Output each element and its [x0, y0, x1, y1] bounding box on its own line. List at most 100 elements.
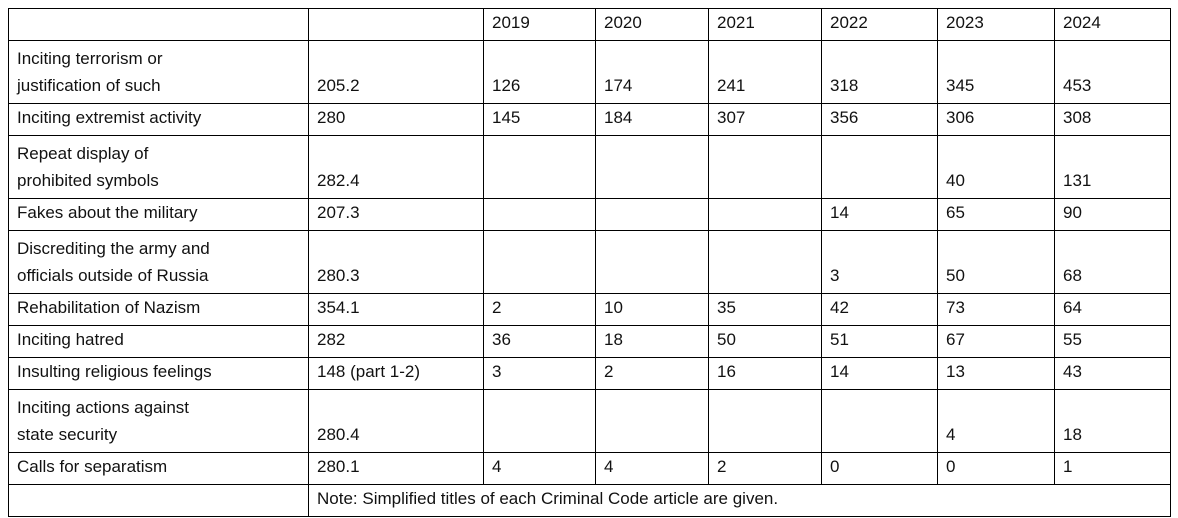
count-cell: 174 [595, 40, 709, 104]
article-cell: 280.1 [308, 452, 484, 485]
count-cell: 4 [937, 389, 1055, 453]
article-cell: 282.4 [308, 135, 484, 199]
count-cell: 453 [1054, 40, 1171, 104]
article-cell: 280.3 [308, 230, 484, 294]
data-row: Insulting religious feelings 148 (part 1-… [8, 357, 1171, 390]
count-cell: 90 [1054, 198, 1171, 231]
count-cell: 2 [708, 452, 822, 485]
empty-cell [483, 135, 596, 199]
article-cell: 354.1 [308, 293, 484, 326]
count-cell: 55 [1054, 325, 1171, 358]
count-cell: 356 [821, 103, 938, 136]
data-row: Repeat display of prohibited symbols 282.… [8, 135, 1171, 199]
offense-label: Inciting extremist activity [8, 103, 309, 136]
year-header: 2024 [1054, 8, 1171, 41]
count-cell: 4 [483, 452, 596, 485]
count-cell: 145 [483, 103, 596, 136]
data-row: Calls for separatism 280.1 4 4 2 0 0 1 [8, 452, 1171, 485]
count-cell: 65 [937, 198, 1055, 231]
article-cell: 148 (part 1-2) [308, 357, 484, 390]
empty-cell [8, 484, 309, 517]
empty-cell [595, 198, 709, 231]
empty-cell [821, 135, 938, 199]
count-cell: 50 [708, 325, 822, 358]
offense-label: Discrediting the army and officials outs… [8, 230, 309, 294]
count-cell: 64 [1054, 293, 1171, 326]
count-cell: 184 [595, 103, 709, 136]
count-cell: 126 [483, 40, 596, 104]
empty-cell [595, 135, 709, 199]
data-row: Inciting terrorism or justification of s… [8, 40, 1171, 104]
article-cell: 205.2 [308, 40, 484, 104]
count-cell: 35 [708, 293, 822, 326]
offense-label: Repeat display of prohibited symbols [8, 135, 309, 199]
count-cell: 0 [937, 452, 1055, 485]
article-cell: 280 [308, 103, 484, 136]
count-cell: 68 [1054, 230, 1171, 294]
count-cell: 16 [708, 357, 822, 390]
data-table: 2019 2020 2021 2022 2023 2024 Inciting terrori… [8, 8, 1171, 517]
empty-cell [483, 389, 596, 453]
empty-cell [483, 198, 596, 231]
article-cell: 282 [308, 325, 484, 358]
empty-cell [595, 230, 709, 294]
empty-cell [708, 230, 822, 294]
count-cell: 10 [595, 293, 709, 326]
empty-cell [708, 198, 822, 231]
year-header: 2022 [821, 8, 938, 41]
count-cell: 43 [1054, 357, 1171, 390]
article-cell: 207.3 [308, 198, 484, 231]
empty-cell [821, 389, 938, 453]
count-cell: 3 [483, 357, 596, 390]
count-cell: 14 [821, 357, 938, 390]
count-cell: 308 [1054, 103, 1171, 136]
year-header: 2019 [483, 8, 596, 41]
count-cell: 42 [821, 293, 938, 326]
data-row: Inciting actions against state security 2… [8, 389, 1171, 453]
header-row: 2019 2020 2021 2022 2023 2024 [8, 8, 1171, 41]
year-header: 2020 [595, 8, 709, 41]
count-cell: 50 [937, 230, 1055, 294]
data-row: Inciting extremist activity 280 145 184 307 3… [8, 103, 1171, 136]
count-cell: 40 [937, 135, 1055, 199]
count-cell: 13 [937, 357, 1055, 390]
offense-label: Insulting religious feelings [8, 357, 309, 390]
count-cell: 18 [1054, 389, 1171, 453]
offense-label: Inciting actions against state security [8, 389, 309, 453]
data-row: Rehabilitation of Nazism 354.1 2 10 35 42 73 64 [8, 293, 1171, 326]
count-cell: 3 [821, 230, 938, 294]
empty-cell [595, 389, 709, 453]
count-cell: 345 [937, 40, 1055, 104]
count-cell: 131 [1054, 135, 1171, 199]
empty-cell [708, 135, 822, 199]
count-cell: 4 [595, 452, 709, 485]
data-row: Fakes about the military 207.3 14 65 90 [8, 198, 1171, 231]
article-cell: 280.4 [308, 389, 484, 453]
table-body: 2019 2020 2021 2022 2023 2024 Inciting terrori… [8, 8, 1171, 517]
note-row: Note: Simplified titles of each Criminal… [8, 484, 1171, 517]
count-cell: 14 [821, 198, 938, 231]
count-cell: 0 [821, 452, 938, 485]
empty-cell [8, 8, 309, 41]
count-cell: 51 [821, 325, 938, 358]
count-cell: 36 [483, 325, 596, 358]
count-cell: 2 [483, 293, 596, 326]
offense-label: Rehabilitation of Nazism [8, 293, 309, 326]
count-cell: 2 [595, 357, 709, 390]
year-header: 2023 [937, 8, 1055, 41]
count-cell: 73 [937, 293, 1055, 326]
offense-label: Fakes about the military [8, 198, 309, 231]
note: Note: Simplified titles of each Criminal… [308, 484, 1171, 517]
empty-cell [708, 389, 822, 453]
count-cell: 306 [937, 103, 1055, 136]
empty-cell [483, 230, 596, 294]
count-cell: 18 [595, 325, 709, 358]
count-cell: 318 [821, 40, 938, 104]
count-cell: 1 [1054, 452, 1171, 485]
count-cell: 241 [708, 40, 822, 104]
year-header: 2021 [708, 8, 822, 41]
data-row: Inciting hatred 282 36 18 50 51 67 55 [8, 325, 1171, 358]
offense-label: Inciting terrorism or justification of s… [8, 40, 309, 104]
data-row: Discrediting the army and officials outs… [8, 230, 1171, 294]
